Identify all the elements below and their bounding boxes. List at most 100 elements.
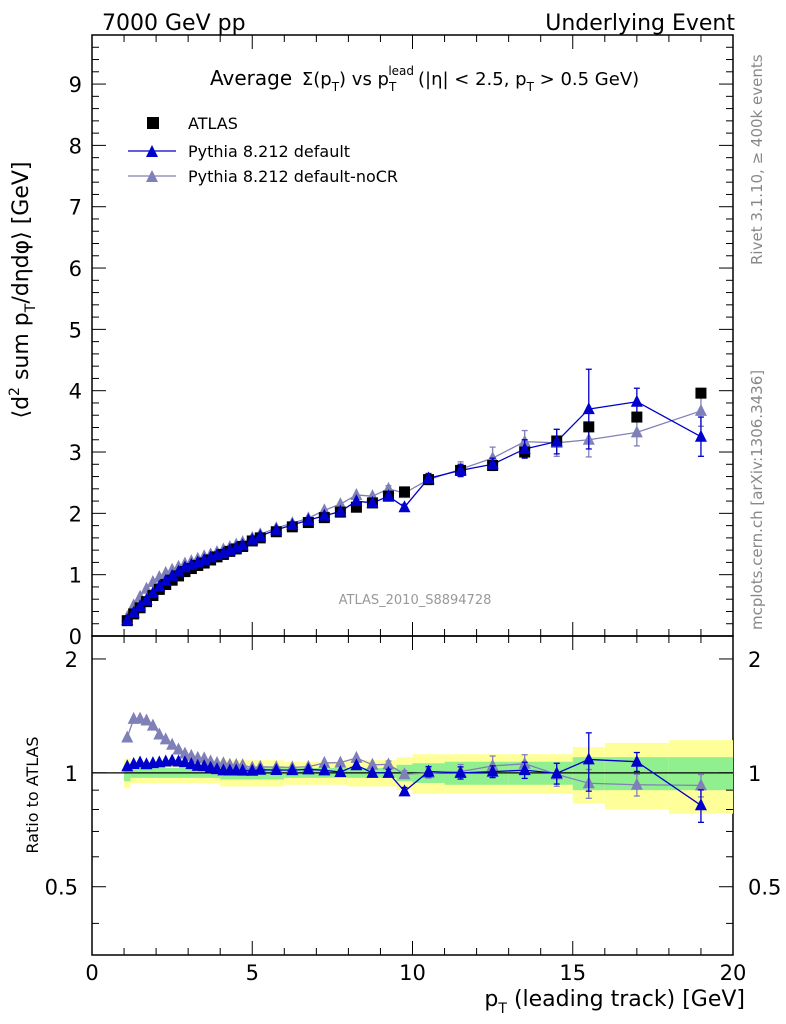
ratio-marker-nocr xyxy=(694,778,707,791)
marker-default xyxy=(236,538,249,551)
marker-default xyxy=(159,573,172,586)
ratio-marker-default xyxy=(254,762,267,775)
ratio-tick-label-left: 2 xyxy=(65,648,78,672)
y-tick-label: 8 xyxy=(69,134,82,158)
ratio-marker-nocr xyxy=(140,713,153,726)
marker-default xyxy=(422,471,435,484)
ratio-marker-default xyxy=(454,765,467,778)
ratio-marker-default xyxy=(334,765,347,778)
series-line-nocr xyxy=(126,410,702,618)
marker-default xyxy=(550,434,563,447)
marker-default xyxy=(350,494,363,507)
ratio-marker-default xyxy=(398,784,411,797)
analysis-label: ATLAS_2010_S8894728 xyxy=(339,593,492,608)
marker-default xyxy=(630,394,643,407)
legend-label-atlas: ATLAS xyxy=(188,114,238,133)
marker-default xyxy=(366,495,379,508)
ratio-marker-nocr xyxy=(318,755,331,768)
y-tick-label: 0 xyxy=(69,625,82,649)
y-tick-label: 6 xyxy=(69,257,82,281)
ratio-marker-nocr xyxy=(198,751,211,764)
ratio-marker-default xyxy=(582,752,595,765)
marker-default xyxy=(318,508,331,521)
atlas-data-point xyxy=(350,501,362,513)
ratio-marker-nocr xyxy=(350,750,363,763)
marker-nocr xyxy=(350,487,363,500)
marker-default xyxy=(582,402,595,415)
marker-nocr xyxy=(694,403,707,416)
chart-title: Average Σ(pT) vs pTlead (|η| < 2.5, pT > … xyxy=(210,64,639,94)
y-tick-label: 3 xyxy=(69,441,82,465)
atlas-data-point xyxy=(398,486,410,498)
marker-default xyxy=(121,613,134,626)
y-tick-label: 4 xyxy=(69,380,82,404)
ratio-marker-default xyxy=(518,763,531,776)
marker-nocr xyxy=(334,497,347,510)
x-tick-label: 5 xyxy=(246,961,259,985)
legend-marker-default xyxy=(146,145,158,157)
ratio-marker-default xyxy=(422,764,435,777)
marker-default xyxy=(486,457,499,470)
ratio-marker-default xyxy=(286,763,299,776)
y-tick-label: 9 xyxy=(69,73,82,97)
side-label-rivet: Rivet 3.1.10, ≥ 400k events xyxy=(748,54,766,265)
ratio-tick-label-right: 2 xyxy=(748,648,761,672)
x-axis-label: pT (leading track) [GeV] xyxy=(484,987,745,1017)
main-plot-layer xyxy=(121,368,707,627)
ratio-marker-default xyxy=(246,763,259,776)
marker-default xyxy=(286,517,299,530)
ratio-marker-nocr xyxy=(366,757,379,770)
ratio-marker-nocr xyxy=(166,737,179,750)
marker-default xyxy=(270,522,283,535)
ratio-marker-nocr xyxy=(146,718,159,731)
marker-default xyxy=(146,586,159,599)
header-right: Underlying Event xyxy=(545,11,735,36)
ratio-marker-default xyxy=(318,763,331,776)
y-tick-label: 1 xyxy=(69,564,82,588)
series-line-default xyxy=(126,401,702,621)
ratio-marker-nocr xyxy=(121,730,134,743)
x-tick-label: 20 xyxy=(720,961,747,985)
marker-default xyxy=(153,579,166,592)
y-tick-label: 5 xyxy=(69,318,82,342)
ratio-tick-label-left: 0.5 xyxy=(45,876,78,900)
y-tick-label: 7 xyxy=(69,196,82,220)
legend-marker-atlas xyxy=(147,117,159,129)
marker-nocr xyxy=(630,425,643,438)
ratio-marker-nocr xyxy=(630,777,643,790)
marker-default xyxy=(246,532,259,545)
x-tick-label: 0 xyxy=(85,961,98,985)
ratio-tick-label-right: 0.5 xyxy=(748,876,781,900)
marker-default xyxy=(254,529,267,542)
legend-marker-nocr xyxy=(146,170,158,182)
atlas-data-point xyxy=(631,411,643,423)
ratio-marker-default xyxy=(302,762,315,775)
ratio-marker-default xyxy=(270,762,283,775)
ratio-marker-default xyxy=(350,758,363,771)
marker-default xyxy=(694,429,707,442)
ratio-marker-default xyxy=(630,754,643,767)
marker-default xyxy=(518,441,531,454)
ratio-marker-nocr xyxy=(159,732,172,745)
marker-default xyxy=(302,513,315,526)
x-tick-label: 15 xyxy=(559,961,586,985)
ratio-tick-label-left: 1 xyxy=(65,762,78,786)
x-tick-label: 10 xyxy=(399,961,426,985)
atlas-data-point xyxy=(583,421,595,433)
side-label-mcplots: mcplots.cern.ch [arXiv:1306.3436] xyxy=(748,370,766,630)
ratio-y-axis-label: Ratio to ATLAS xyxy=(23,736,42,853)
legend: ATLAS Pythia 8.212 default Pythia 8.212 … xyxy=(128,114,398,186)
ratio-marker-default xyxy=(382,765,395,778)
legend-label-default: Pythia 8.212 default xyxy=(188,142,350,161)
marker-default xyxy=(398,500,411,513)
marker-default xyxy=(172,564,185,577)
ratio-marker-nocr xyxy=(172,742,185,755)
ratio-marker-default xyxy=(366,765,379,778)
atlas-data-point xyxy=(695,387,707,399)
marker-default xyxy=(166,568,179,581)
ratio-marker-default xyxy=(550,766,563,779)
y-tick-label: 2 xyxy=(69,502,82,526)
ratio-tick-label-right: 1 xyxy=(748,762,761,786)
ratio-plot-layer xyxy=(92,711,733,823)
marker-default xyxy=(454,463,467,476)
